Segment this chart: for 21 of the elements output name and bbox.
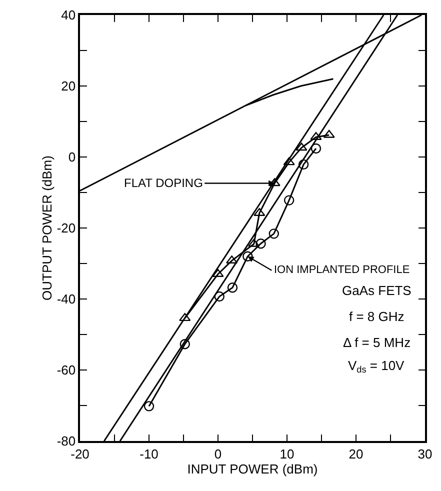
x-tick-label: 0	[214, 446, 222, 462]
annotation: GaAs FETS	[342, 283, 412, 298]
y-tick-label: -40	[56, 292, 76, 307]
y-tick-label: 0	[68, 150, 76, 165]
y-tick-label: 20	[61, 78, 76, 94]
annotation: Δ f = 5 MHz	[343, 335, 411, 350]
annotation: V$_{ds}$ = 10V	[348, 358, 405, 375]
y-tick-label: -80	[56, 434, 76, 449]
x-tick-label: 10	[280, 446, 294, 462]
y-axis-title: OUTPUT POWER (dBm)	[39, 156, 54, 300]
annotation: ION IMPLANTED PROFILE	[274, 264, 410, 276]
x-tick-label: -10	[140, 446, 158, 462]
x-tick-label: 20	[348, 446, 364, 462]
x-tick-label: -20	[70, 446, 90, 462]
annotation: f = 8 GHz	[349, 309, 404, 324]
x-tick-label: 30	[418, 446, 432, 462]
y-tick-label: -20	[56, 220, 76, 236]
x-axis-title: INPUT POWER (dBm)	[187, 461, 318, 476]
annotation: FLAT DOPING	[124, 176, 203, 190]
y-tick-label: -60	[56, 362, 76, 378]
y-tick-label: 40	[61, 8, 76, 23]
